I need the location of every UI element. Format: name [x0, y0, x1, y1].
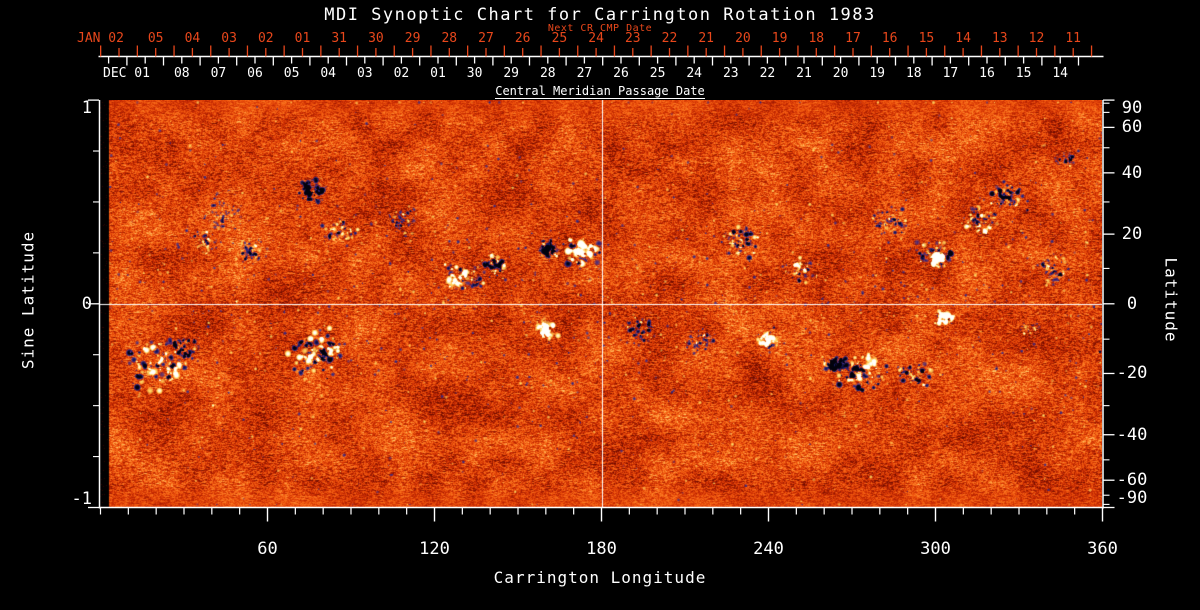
cmp-date-label: 19: [869, 66, 886, 81]
next-cr-date-label: 01: [294, 31, 311, 46]
magnetogram-image: [100, 100, 1102, 507]
cmp-date-label: 29: [503, 66, 520, 81]
latitude-tick-label: 40: [1121, 162, 1143, 183]
next-cr-date-label: 03: [221, 31, 237, 46]
longitude-tick-label: 60: [257, 539, 278, 559]
cmp-date-label: 26: [613, 66, 629, 81]
cmp-date-label: 27: [576, 66, 593, 81]
next-cr-date-label: 29: [404, 31, 421, 46]
next-cr-date-label: 31: [331, 31, 348, 46]
cmp-month-label: DEC 01: [103, 66, 150, 81]
chart-title: MDI Synoptic Chart for Carrington Rotati…: [324, 5, 876, 25]
cmp-date-label: 25: [649, 66, 666, 81]
cmp-date-label: 21: [796, 66, 812, 81]
cmp-date-label: 15: [1015, 66, 1032, 81]
cmp-date-label: 03: [356, 66, 373, 81]
next-cr-date-label: 16: [881, 31, 898, 46]
cmp-date-label: 06: [247, 66, 263, 81]
next-cr-date-label: 18: [808, 31, 825, 46]
sine-latitude-tick-label: 0: [81, 293, 92, 314]
next-cr-date-label: 28: [441, 31, 458, 46]
x-axis-title: Carrington Longitude: [493, 568, 707, 587]
next-cr-date-label: 13: [991, 31, 1008, 46]
longitude-tick-label: 120: [419, 539, 450, 559]
next-cr-axis-title: Next CR CMP Date: [547, 23, 653, 34]
sine-latitude-tick-label: -1: [71, 489, 92, 509]
next-cr-date-label: 21: [698, 31, 715, 46]
latitude-tick-label: 20: [1121, 224, 1143, 245]
cmp-date-ticks: [107, 57, 1080, 66]
cmp-axis-title: Central Meridian Passage Date: [0, 84, 1200, 99]
cmp-date-label: 23: [722, 66, 739, 81]
cmp-date-label: 16: [979, 66, 995, 81]
next-cr-date-label: 25: [551, 31, 568, 46]
next-cr-date-label: 23: [624, 31, 641, 46]
cmp-date-label: 18: [905, 66, 922, 81]
cmp-date-label: 22: [759, 66, 776, 81]
next-cr-date-label: 02: [257, 31, 274, 46]
y-right-ticks: [1103, 99, 1115, 509]
right-axis-title: Latitude: [1161, 257, 1181, 343]
next-cr-date-label: 24: [588, 31, 604, 46]
next-cr-date-label: 15: [918, 31, 935, 46]
cmp-date-label: 07: [210, 66, 227, 81]
cmp-date-label: 24: [686, 66, 703, 81]
next-cr-date-label: 11: [1065, 31, 1082, 46]
left-axis-title: Sine Latitude: [18, 230, 38, 370]
latitude-tick-label: -40: [1116, 424, 1148, 445]
latitude-tick-label: 0: [1126, 293, 1138, 314]
cmp-date-label: 05: [283, 66, 300, 81]
longitude-tick-label: 300: [920, 539, 951, 559]
longitude-tick-label: 240: [753, 539, 784, 559]
next-cr-date-label: 04: [184, 31, 201, 46]
longitude-tick-label: 360: [1087, 539, 1118, 559]
cmp-date-label: 20: [832, 66, 849, 81]
latitude-tick-label: 60: [1121, 117, 1143, 138]
next-cr-date-label: 26: [514, 31, 531, 46]
next-cr-date-label: 30: [368, 31, 384, 46]
sine-latitude-tick-label: 1: [81, 98, 92, 118]
cmp-date-label: 28: [539, 66, 556, 81]
cmp-date-label: 01: [430, 66, 446, 81]
next-cr-date-label: 05: [147, 31, 164, 46]
cmp-date-label: 02: [393, 66, 410, 81]
next-cr-date-ticks: [100, 45, 1093, 57]
cmp-date-label: 04: [320, 66, 337, 81]
cmp-date-label: 14: [1052, 66, 1069, 81]
next-cr-date-label: 27: [478, 31, 494, 46]
latitude-tick-label: -60: [1116, 470, 1148, 491]
axis-frame: [98, 55, 1104, 509]
next-cr-date-label: 17: [845, 31, 861, 46]
cmp-axis-title-text: Central Meridian Passage Date: [495, 84, 705, 99]
longitude-tick-label: 180: [586, 539, 617, 559]
cmp-date-label: 08: [173, 66, 190, 81]
latitude-tick-label: -90: [1116, 488, 1148, 508]
cmp-date-label: 17: [942, 66, 959, 81]
next-cr-date-label: 12: [1028, 31, 1045, 46]
next-cr-date-label: 20: [735, 31, 751, 46]
latitude-tick-label: 90: [1121, 98, 1143, 118]
next-cr-date-label: 19: [771, 31, 788, 46]
cmp-date-label: 30: [466, 66, 483, 81]
next-cr-date-label: 22: [661, 31, 678, 46]
next-cr-month-label: JAN 02: [77, 31, 124, 46]
x-axis-ticks: [99, 508, 1104, 522]
latitude-tick-label: -20: [1116, 363, 1148, 384]
next-cr-date-label: 14: [955, 31, 971, 46]
y-left-ticks: [88, 99, 99, 509]
